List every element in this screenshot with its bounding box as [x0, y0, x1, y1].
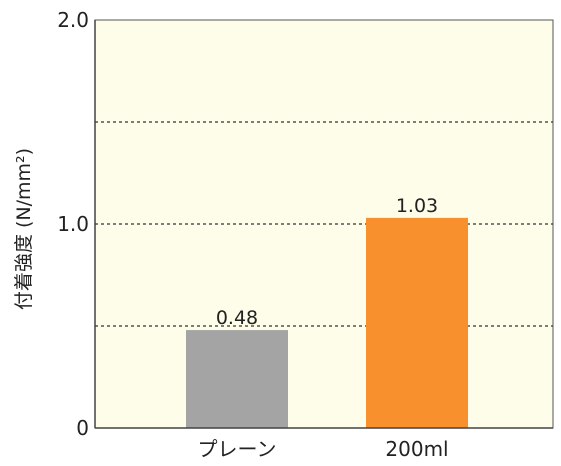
y-tick-label: 0 [76, 416, 89, 440]
y-tick-label: 2.0 [57, 8, 89, 32]
axes [94, 20, 553, 429]
value-labels: 0.48 1.03 [216, 195, 438, 329]
grid-lines [95, 121, 553, 327]
x-tick-label: 200ml [385, 437, 448, 461]
bar [366, 217, 468, 428]
y-tick-labels: 0 1.0 2.0 [57, 8, 89, 440]
bar [186, 330, 288, 428]
data-label: 1.03 [396, 195, 438, 217]
x-tick-label: プレーン [198, 437, 277, 461]
y-tick-label: 1.0 [57, 212, 89, 236]
bars [186, 217, 468, 428]
x-tick-labels: プレーン 200ml [198, 437, 449, 461]
y-axis-label: 付着強度 (N/mm²) [13, 148, 35, 310]
data-label: 0.48 [216, 307, 258, 329]
